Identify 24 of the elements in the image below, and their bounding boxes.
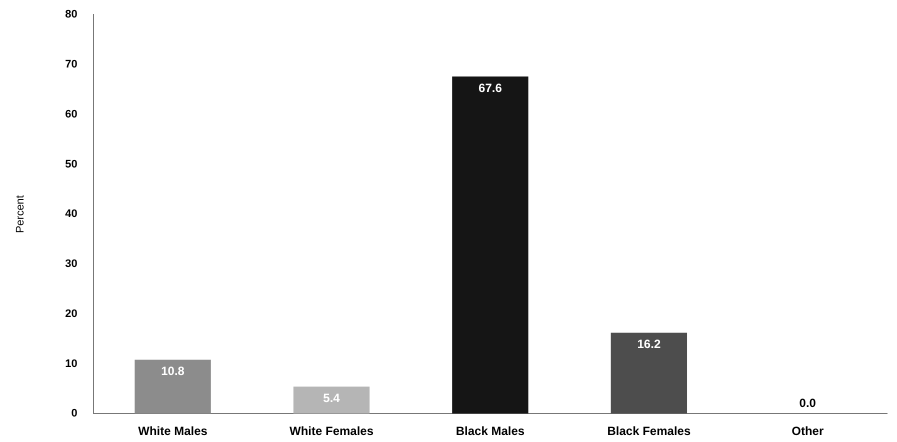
data-label: 10.8 [161,364,185,378]
bar [293,386,370,414]
x-tick-label: Black Females [607,424,691,438]
y-tick-label: 60 [65,108,78,120]
bar [134,360,211,414]
bar [452,76,528,414]
y-tick-label: 20 [65,308,78,320]
y-tick-label: 40 [65,208,78,220]
data-label: 0.0 [799,396,816,410]
x-tick-label: White Females [289,424,374,438]
data-label: 67.6 [478,80,502,95]
y-axis-title: Percent [14,195,27,234]
y-tick-label: 10 [65,358,78,370]
bar [610,332,688,414]
data-label: 16.2 [637,337,661,352]
y-tick-label: 30 [65,258,78,270]
x-tick-label: Other [792,424,824,438]
y-tick-label: 80 [65,8,78,21]
y-tick-label: 70 [65,58,78,71]
x-tick-label: Black Males [456,424,525,438]
x-tick-label: White Males [138,424,208,438]
data-label: 5.4 [323,390,340,405]
y-tick-label: 50 [65,158,78,170]
y-tick-label: 0 [71,408,78,420]
